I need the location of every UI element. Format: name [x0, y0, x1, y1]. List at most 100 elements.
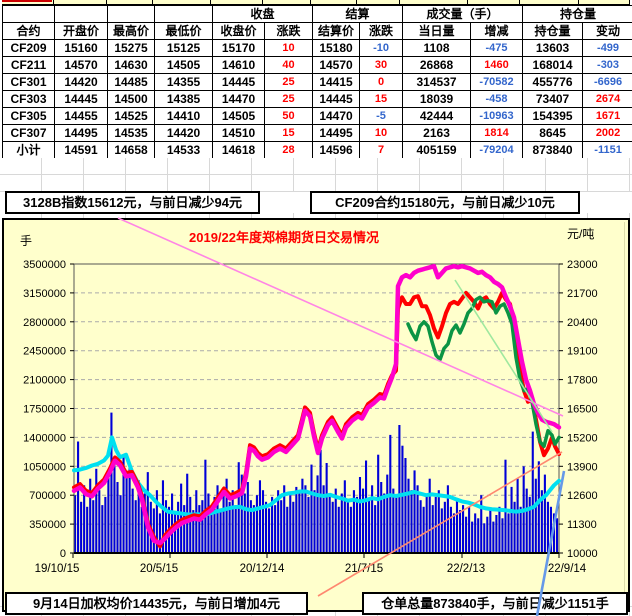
volume-bar [161, 480, 165, 553]
volume-bar [437, 490, 440, 553]
table-body: CF209 15160 15275 15125 15170 10 15180 -10 1108-… [2, 39, 632, 159]
volume-bar [219, 508, 222, 553]
volume-bar [171, 493, 174, 553]
value-cell: 14415 [312, 73, 361, 91]
value-cell: -1151 [582, 141, 632, 159]
x-axis-label: 20/5/15 [140, 563, 178, 575]
volume-bar [92, 500, 95, 553]
value-cell: 14355 [154, 73, 213, 91]
value-cell: 30 [359, 56, 404, 74]
volume-bar [140, 506, 143, 553]
volume-bar [422, 506, 425, 553]
right-axis-unit: 元/吨 [567, 227, 594, 241]
value-cell: 14470 [312, 107, 361, 125]
receipts-info-bar: 仓单总量873840手，与前日减少1151手 [362, 592, 628, 615]
table-row: CF301 14420 14485 14355 14445 25 14415 0 314537-… [2, 73, 632, 91]
value-cell: 2002 [582, 124, 632, 142]
volume-bar [268, 508, 271, 553]
left-axis-tick-label: 3150000 [23, 288, 66, 300]
volume-bar [292, 501, 295, 553]
sheet-grid-gap-top [0, 158, 632, 192]
value-cell: -499 [582, 39, 632, 57]
value-cell: 40 [263, 56, 314, 74]
table-row: CF209 15160 15275 15125 15170 10 15180 -10 1108-… [2, 39, 632, 57]
value-cell: 1460 [470, 56, 524, 74]
x-axis-label: 22/9/14 [548, 563, 587, 575]
volume-bar [555, 518, 559, 553]
right-axis-tick-label: 23000 [567, 259, 598, 271]
volume-bar [201, 500, 204, 553]
x-axis-label: 20/12/14 [240, 563, 285, 575]
volume-bar [204, 459, 207, 553]
volume-bar [261, 490, 265, 553]
volume-bar [74, 495, 77, 553]
volume-bar [377, 454, 380, 553]
contract-cell: CF209 [2, 39, 55, 57]
volume-bar [231, 490, 234, 553]
sheet-cell [311, 0, 358, 4]
volume-bar [277, 490, 280, 553]
value-cell: 873840 [522, 141, 584, 159]
volume-bar [198, 505, 201, 553]
volume-bar [252, 505, 255, 553]
contract-cell: 小计 [2, 141, 55, 159]
volume-bar [274, 505, 277, 553]
volume-bar [465, 516, 468, 553]
volume-bar [328, 495, 331, 553]
volume-bar [113, 458, 116, 553]
volume-bar [455, 500, 459, 553]
value-cell: -10963 [470, 107, 524, 125]
right-axis-tick-label: 17800 [567, 375, 598, 387]
value-cell: 15170 [212, 39, 265, 57]
value-cell: -79204 [470, 141, 524, 159]
value-cell: 154395 [522, 107, 584, 125]
volume-bar [492, 521, 495, 553]
value-cell: 314537 [402, 73, 472, 91]
value-cell: 14410 [154, 107, 213, 125]
volume-bar [116, 482, 119, 553]
volume-bar [525, 488, 528, 553]
value-cell: 0 [359, 73, 404, 91]
volume-bar [498, 506, 501, 553]
volume-bar [546, 501, 549, 553]
value-cell: -10 [359, 39, 404, 57]
value-cell: 14470 [212, 90, 265, 108]
volume-bar [234, 505, 237, 553]
value-cell: 405159 [402, 141, 472, 159]
value-cell: 14445 [54, 90, 108, 108]
volume-bar [286, 506, 289, 553]
chart-plot-area: 3500000315000028000002450000210000017500… [20, 227, 598, 575]
group-header-cell: 结算 [312, 5, 404, 23]
receipts-info-text: 仓单总量873840手，与前日减少1151手 [381, 596, 609, 611]
volume-bar [431, 505, 434, 553]
value-cell: 14570 [54, 56, 108, 74]
volume-bar [192, 510, 195, 553]
left-axis-tick-label: 1050000 [23, 461, 66, 473]
volume-bar [374, 505, 377, 553]
volume-bar [216, 485, 219, 553]
volume-bar [371, 485, 374, 553]
value-cell: 14385 [154, 90, 213, 108]
column-header-cell: 涨跌 [263, 22, 314, 40]
table-row: 小计 14591 14658 14533 14618 28 14596 7 405159 -792… [2, 141, 632, 159]
volume-bar [152, 508, 155, 553]
value-cell: 2163 [402, 124, 472, 142]
volume-bar [98, 490, 101, 553]
volume-bar [404, 458, 407, 553]
daily-trading-chart: 2019/22年度郑棉期货日交易情况 3500000 3150000 2800000… [2, 218, 630, 612]
volume-bar [213, 496, 216, 553]
value-cell: -303 [582, 56, 632, 74]
value-cell: 14525 [107, 107, 155, 125]
sheet-cell [2, 0, 54, 4]
value-cell: 25 [263, 90, 314, 108]
volume-bar [143, 493, 146, 553]
sheet-cell [211, 0, 263, 4]
volume-bar [449, 506, 452, 553]
value-cell: 7 [359, 141, 404, 159]
volume-bar [295, 486, 298, 553]
value-cell: 73407 [522, 90, 584, 108]
right-axis-tick-label: 15200 [567, 432, 598, 444]
volume-bar [452, 513, 456, 553]
volume-bar [528, 496, 531, 553]
volume-bar [468, 506, 471, 553]
